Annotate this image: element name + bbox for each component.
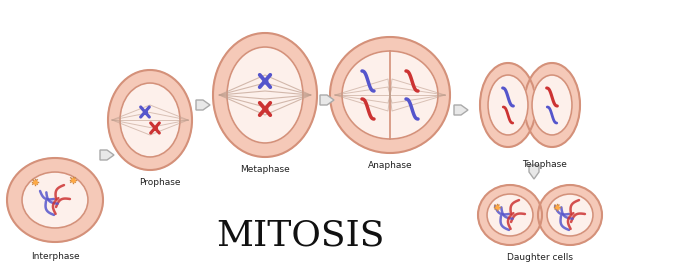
- Ellipse shape: [227, 47, 303, 143]
- FancyArrow shape: [454, 105, 468, 115]
- FancyArrow shape: [196, 100, 210, 110]
- Ellipse shape: [524, 63, 580, 147]
- Ellipse shape: [547, 194, 593, 236]
- Ellipse shape: [330, 37, 450, 153]
- Ellipse shape: [532, 75, 572, 135]
- Ellipse shape: [7, 158, 103, 242]
- FancyArrow shape: [529, 165, 539, 179]
- Text: Prophase: Prophase: [139, 178, 181, 187]
- FancyArrow shape: [320, 95, 334, 105]
- Text: Interphase: Interphase: [30, 252, 79, 261]
- Ellipse shape: [120, 83, 180, 157]
- Ellipse shape: [478, 185, 542, 245]
- Ellipse shape: [480, 63, 536, 147]
- Text: Metaphase: Metaphase: [240, 165, 290, 174]
- Text: Daughter cells: Daughter cells: [507, 253, 573, 262]
- Ellipse shape: [538, 185, 602, 245]
- Text: Telophase: Telophase: [523, 160, 568, 169]
- Ellipse shape: [108, 70, 192, 170]
- Ellipse shape: [22, 172, 88, 228]
- FancyArrow shape: [100, 150, 114, 160]
- Ellipse shape: [213, 33, 317, 157]
- Ellipse shape: [488, 75, 528, 135]
- Ellipse shape: [487, 194, 533, 236]
- Ellipse shape: [342, 51, 438, 139]
- Text: Anaphase: Anaphase: [368, 161, 412, 170]
- Text: MITOSIS: MITOSIS: [216, 218, 384, 252]
